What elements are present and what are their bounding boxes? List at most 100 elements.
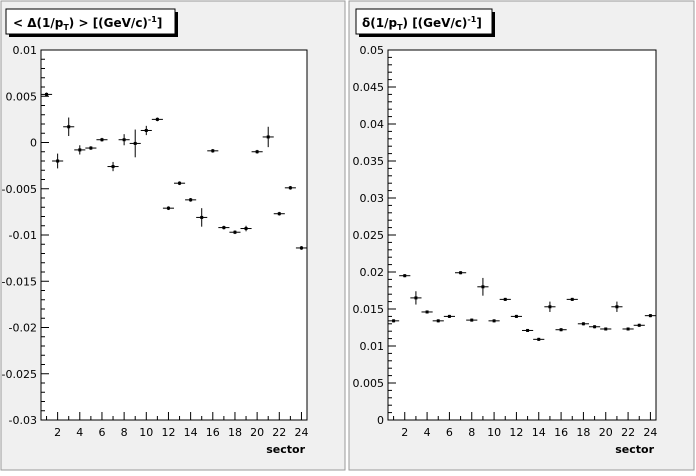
x-tick-label: 20: [599, 426, 613, 439]
marker: [56, 159, 60, 163]
left-x-axis-label: sector: [266, 443, 305, 456]
data-point: [151, 117, 163, 122]
data-point: [218, 225, 230, 230]
marker: [481, 285, 485, 289]
y-tick-label: -0.02: [9, 322, 37, 335]
marker: [189, 198, 193, 202]
marker: [492, 319, 496, 323]
data-point: [455, 271, 467, 275]
data-point: [273, 211, 285, 216]
marker: [178, 181, 182, 185]
y-tick-label: 0.02: [360, 266, 385, 279]
data-point: [388, 319, 400, 323]
y-tick-label: 0.05: [360, 44, 385, 57]
data-point: [96, 137, 108, 142]
data-point: [41, 92, 53, 97]
y-tick-label: -0.005: [2, 183, 37, 196]
marker: [425, 310, 429, 314]
data-point: [600, 327, 612, 331]
marker: [299, 246, 303, 250]
data-point: [477, 277, 489, 296]
y-tick-label: 0.01: [13, 44, 38, 57]
x-tick-label: 2: [54, 426, 61, 439]
data-point: [262, 126, 274, 148]
marker: [78, 148, 82, 152]
data-point: [410, 291, 422, 305]
data-point: [566, 297, 578, 301]
y-tick-label: -0.01: [9, 229, 37, 242]
data-point: [533, 337, 545, 341]
x-tick-label: 16: [554, 426, 568, 439]
y-tick-label: -0.015: [2, 275, 37, 288]
marker: [166, 206, 170, 210]
data-point: [52, 153, 64, 169]
marker: [548, 305, 552, 309]
y-tick-label: -0.025: [2, 368, 37, 381]
data-point: [284, 185, 296, 190]
marker: [211, 149, 215, 153]
y-tick-label: 0: [377, 414, 384, 427]
data-point: [577, 322, 589, 326]
x-tick-label: 6: [98, 426, 105, 439]
x-tick-label: 22: [621, 426, 635, 439]
x-tick-label: 24: [294, 426, 308, 439]
y-tick-label: 0.035: [353, 155, 385, 168]
data-point: [443, 314, 455, 318]
marker: [233, 230, 237, 234]
x-tick-label: 14: [184, 426, 198, 439]
x-tick-label: 24: [643, 426, 657, 439]
data-point: [162, 206, 174, 211]
data-point: [633, 323, 645, 327]
data-point: [185, 198, 197, 202]
data-point: [140, 125, 152, 136]
marker: [111, 165, 115, 169]
x-tick-label: 4: [76, 426, 83, 439]
x-tick-label: 12: [509, 426, 523, 439]
marker: [615, 305, 619, 309]
marker: [67, 125, 71, 129]
marker: [392, 319, 396, 323]
data-point: [644, 314, 656, 318]
marker: [470, 318, 474, 322]
data-point: [555, 328, 567, 332]
data-point: [240, 225, 252, 232]
data-point: [399, 274, 411, 278]
marker: [593, 325, 597, 329]
data-point: [196, 208, 208, 227]
marker: [447, 314, 451, 318]
y-tick-label: 0.015: [353, 303, 385, 316]
data-point: [118, 134, 130, 146]
data-point: [466, 318, 478, 322]
x-tick-label: 6: [446, 426, 453, 439]
right-plot-area: 0 0.005 0.01 0.015 0.02 0.025 0.03 0.035 0.04 0.0…: [353, 44, 658, 439]
right-chart-title: δ(1/pT) [(GeV/c)-1]: [362, 15, 482, 32]
marker: [222, 226, 226, 230]
data-point: [488, 319, 500, 323]
marker: [89, 146, 93, 150]
marker: [514, 314, 518, 318]
data-point: [229, 230, 241, 235]
x-tick-label: 12: [161, 426, 175, 439]
data-point: [622, 327, 634, 331]
x-tick-label: 18: [576, 426, 590, 439]
marker: [155, 117, 159, 121]
x-tick-label: 22: [272, 426, 286, 439]
marker: [45, 92, 49, 96]
y-tick-label: 0.005: [6, 90, 38, 103]
y-tick-label: -0.03: [9, 414, 37, 427]
data-point: [499, 297, 511, 301]
marker: [403, 274, 407, 278]
marker: [244, 227, 248, 231]
data-point: [251, 149, 263, 154]
x-tick-label: 14: [532, 426, 546, 439]
data-point: [107, 161, 119, 172]
x-tick-label: 10: [139, 426, 153, 439]
data-point: [74, 145, 86, 155]
left-plot-frame: [40, 49, 308, 421]
y-tick-label: 0.01: [360, 340, 385, 353]
x-tick-label: 8: [121, 426, 128, 439]
marker: [648, 314, 652, 318]
marker: [414, 296, 418, 300]
